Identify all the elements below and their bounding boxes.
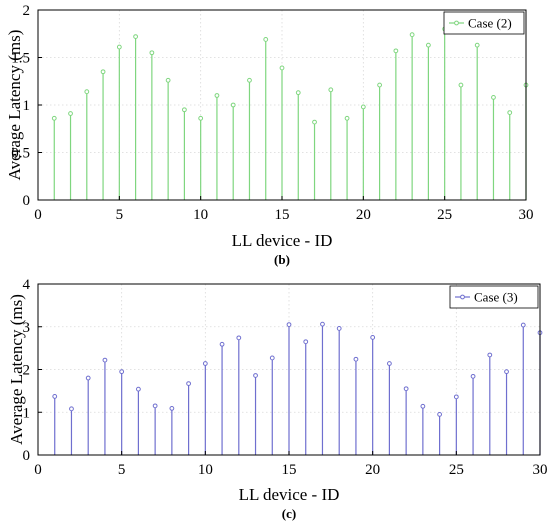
stem-marker <box>253 373 258 378</box>
panel-caption: (b) <box>274 252 290 267</box>
y-tick-label: 4 <box>23 277 31 293</box>
stem-marker <box>286 322 292 328</box>
y-tick-label: 0 <box>23 448 31 464</box>
stem-marker <box>68 111 73 116</box>
legend-label: Case (3) <box>474 290 518 305</box>
stem-marker <box>152 403 158 409</box>
chart-panel-1: 0 5 10 15 20 25 30 0 0.5 1 1.5 2 LL device - ID Avera… <box>5 3 534 267</box>
stem-marker <box>202 361 208 366</box>
x-tick-label: 5 <box>118 462 126 478</box>
x-tick-label: 0 <box>34 207 42 223</box>
stem-marker <box>491 95 496 100</box>
x-tick-label: 15 <box>275 207 290 223</box>
stem-marker <box>344 115 350 121</box>
legend-box <box>443 11 525 35</box>
stem-marker <box>85 375 91 381</box>
stem-marker <box>51 115 57 121</box>
y-tick-label: 3 <box>23 320 31 336</box>
stem-marker <box>504 369 509 375</box>
stem-marker <box>119 369 125 375</box>
x-tick-label: 5 <box>116 207 124 223</box>
stem-marker <box>507 110 513 115</box>
stem-marker <box>100 69 106 75</box>
x-axis-title: LL device - ID <box>232 231 333 250</box>
stem-marker <box>169 406 175 411</box>
stem-marker <box>393 48 399 54</box>
x-tick-label: 20 <box>356 207 371 223</box>
x-tick-label: 25 <box>437 207 452 223</box>
x-axis-title: LL device - ID <box>239 485 340 504</box>
stem-marker <box>409 32 415 38</box>
panel-caption: (c) <box>282 506 296 521</box>
stem-marker <box>102 357 108 363</box>
x-tick-label: 25 <box>449 462 464 478</box>
stem-marker <box>336 326 342 331</box>
stem-marker <box>470 373 476 379</box>
stem-marker <box>149 50 155 56</box>
y-tick-label: 0.5 <box>11 146 30 162</box>
stem-marker <box>370 335 376 340</box>
stem-marker <box>136 386 141 392</box>
stem-marker <box>453 394 459 400</box>
x-tick-label: 0 <box>34 462 42 478</box>
stem-marker <box>377 82 383 88</box>
legend-marker <box>454 20 459 26</box>
y-tick-label: 2 <box>23 363 31 379</box>
stem-marker <box>487 352 493 358</box>
stem-marker <box>182 107 187 113</box>
stem-marker <box>247 77 252 83</box>
stem-marker <box>279 65 285 71</box>
stem-marker <box>520 322 526 328</box>
stem-marker <box>420 403 426 409</box>
legend-box <box>449 285 539 309</box>
stem-marker <box>328 87 334 93</box>
stem-marker <box>320 321 325 327</box>
y-tick-label: 2 <box>23 3 31 19</box>
x-tick-label: 10 <box>193 207 208 223</box>
x-tick-label: 20 <box>365 462 380 478</box>
x-tick-label: 15 <box>282 462 297 478</box>
stem-marker <box>236 335 242 341</box>
chart-panel-2: 0 5 10 15 20 25 30 0 1 2 3 4 LL device - ID Average L… <box>7 277 548 521</box>
stem-marker <box>426 42 431 48</box>
stem-marker <box>133 34 139 39</box>
legend-marker <box>460 294 465 300</box>
y-tick-label: 1.5 <box>11 51 30 67</box>
stem-marker <box>387 361 392 366</box>
stem-marker <box>165 77 171 83</box>
stem-marker <box>295 90 301 96</box>
stem-marker <box>69 406 74 412</box>
y-tick-label: 1 <box>23 405 31 421</box>
y-tick-label: 1 <box>23 98 31 114</box>
y-tick-label: 0 <box>23 193 31 209</box>
stem-marker <box>458 82 464 88</box>
y-axis-title: Average Latency (ms) <box>5 30 24 181</box>
y-axis-title: Average Latency (ms) <box>7 294 26 445</box>
x-tick-label: 30 <box>533 462 548 478</box>
stem-marker <box>219 341 225 347</box>
stem-marker <box>198 115 204 121</box>
stem-marker <box>116 44 122 50</box>
stem-marker <box>312 119 317 125</box>
stem-marker <box>353 356 359 362</box>
stem-marker <box>214 93 220 98</box>
legend-label: Case (2) <box>468 16 512 31</box>
stem-marker <box>403 386 409 392</box>
stem-marker <box>230 102 236 108</box>
stem-marker <box>474 42 480 48</box>
stem-marker <box>303 339 309 345</box>
stem-marker <box>186 381 192 387</box>
stem-marker <box>360 104 366 110</box>
x-tick-label: 30 <box>519 207 534 223</box>
stem-marker <box>263 37 269 42</box>
stem-marker <box>84 89 90 95</box>
stem-marker <box>437 411 443 417</box>
stem-marker <box>269 355 275 361</box>
x-tick-label: 10 <box>198 462 213 478</box>
stem-marker <box>52 394 58 399</box>
